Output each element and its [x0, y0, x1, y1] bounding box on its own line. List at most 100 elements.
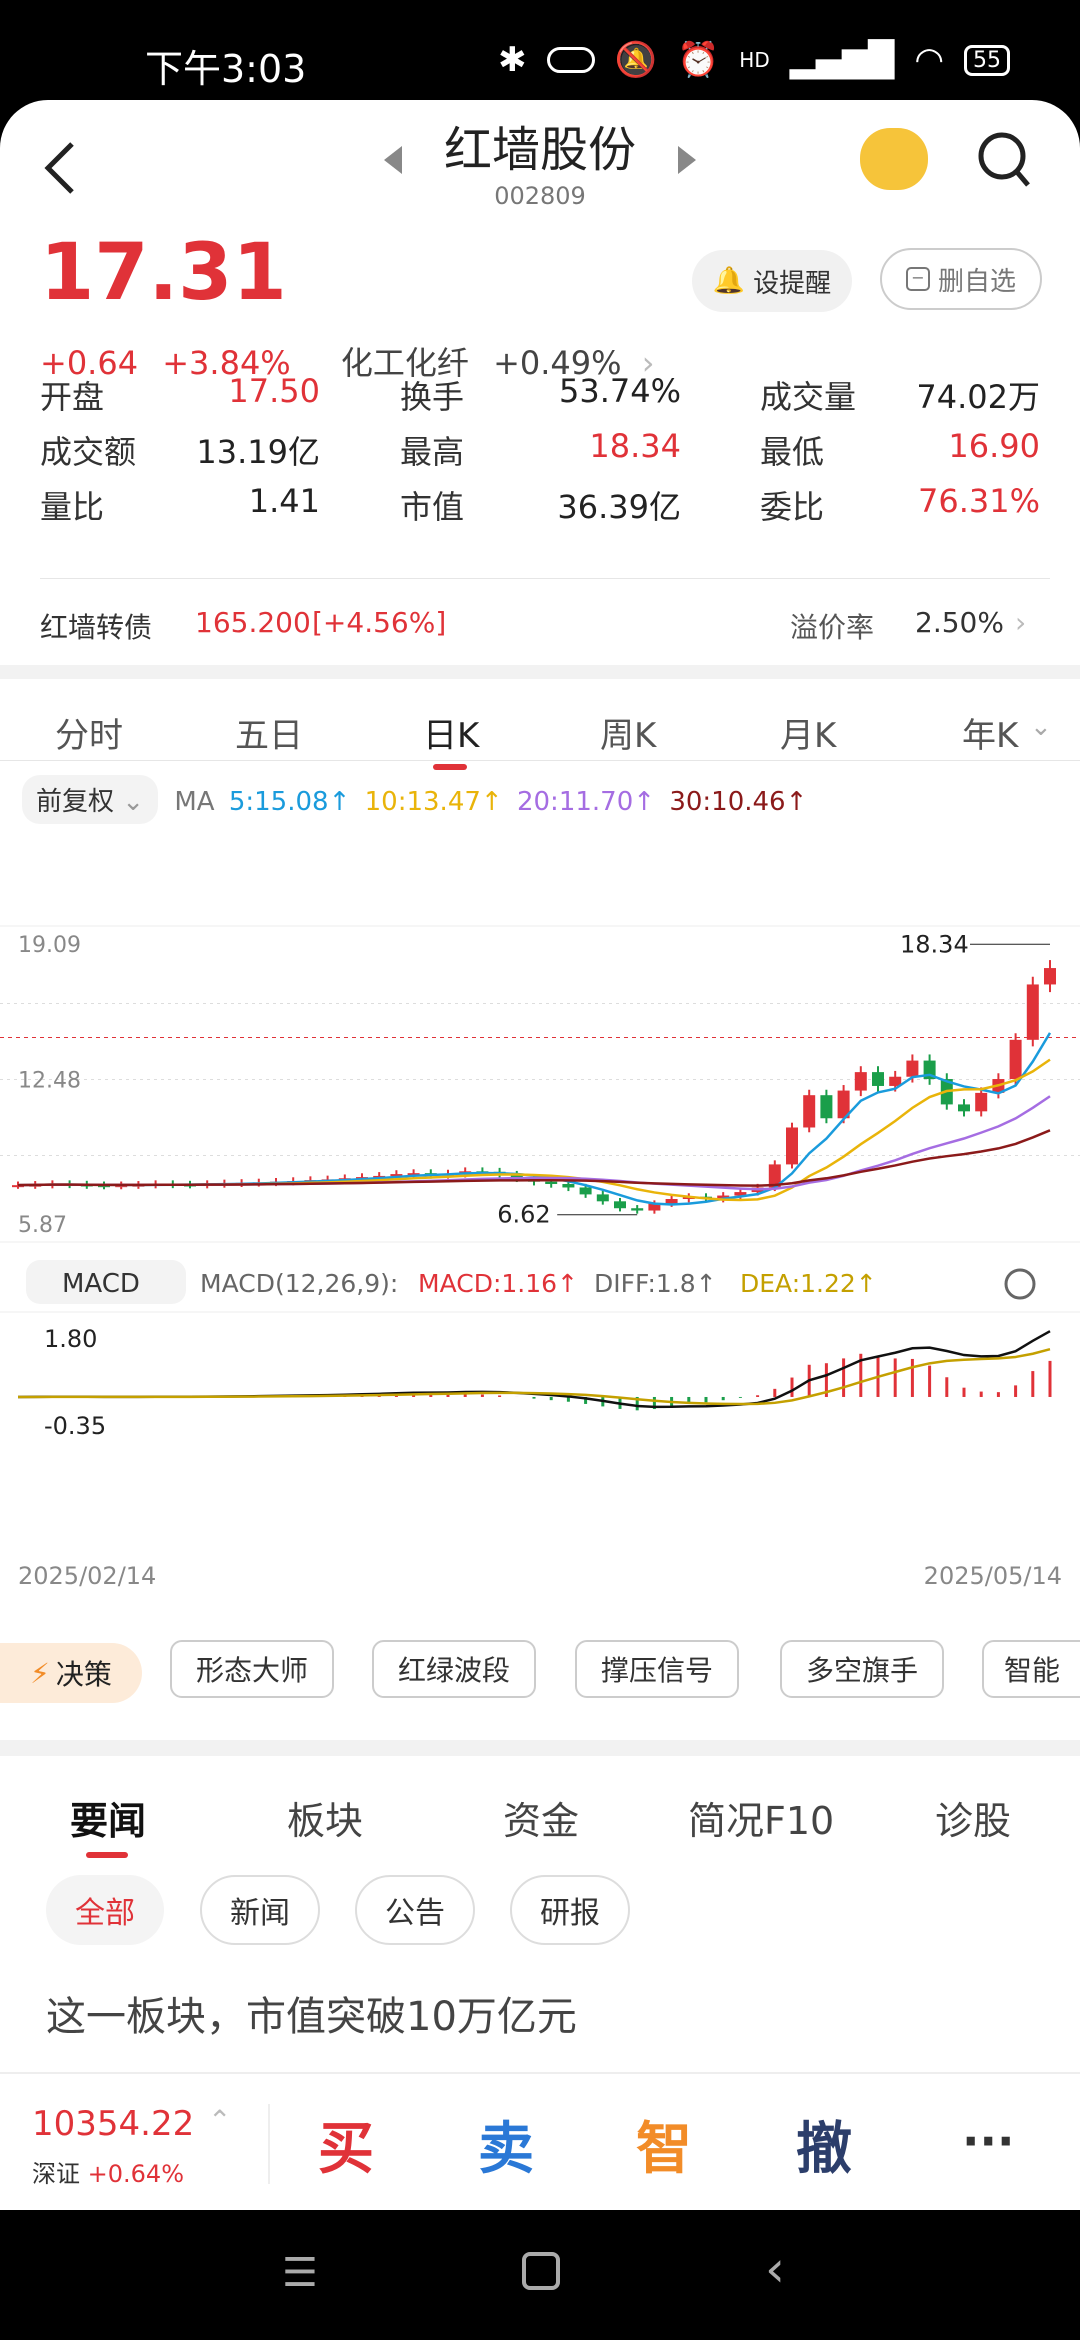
candle	[906, 1060, 919, 1077]
more-button[interactable]: ···	[962, 2114, 1015, 2168]
back-icon[interactable]	[40, 138, 80, 198]
candle	[648, 1203, 661, 1211]
candle	[12, 1185, 24, 1188]
diff-value: DIFF:1.8↑	[594, 1269, 717, 1298]
current-price: 17.31	[40, 228, 287, 318]
tab-intraday[interactable]: 分时	[55, 716, 123, 756]
tab-capital[interactable]: 资金	[503, 1799, 580, 1843]
tab-weekly-k[interactable]: 周K	[600, 716, 657, 756]
stat-value: 17.50	[228, 372, 320, 410]
tool-bull-bear-flag[interactable]: 多空旗手	[780, 1640, 944, 1698]
index-info: 深证 +0.64%	[32, 2154, 252, 2189]
tab-diagnosis[interactable]: 诊股	[935, 1799, 1012, 1843]
bluetooth-icon: ✱	[498, 40, 527, 80]
chevron-down-icon[interactable]: ⌄	[1030, 712, 1052, 742]
tab-daily-k[interactable]: 日K	[423, 716, 480, 756]
candle	[786, 1127, 798, 1165]
macd-value: MACD:1.16↑	[418, 1269, 578, 1298]
candle	[975, 1092, 988, 1112]
divider	[268, 2104, 270, 2184]
ma30-arrow: ↑	[785, 787, 808, 817]
signal-icon: HD	[739, 48, 770, 72]
tool-red-green-wave[interactable]: 红绿波段	[372, 1640, 536, 1698]
low-label: 6.62	[497, 1201, 550, 1229]
filter-label: 全部	[75, 1896, 135, 1931]
back-nav-icon[interactable]: ‹	[765, 2240, 785, 2298]
filter-all[interactable]: 全部	[46, 1875, 164, 1945]
next-stock-icon[interactable]	[678, 146, 696, 174]
tab-five-day[interactable]: 五日	[235, 716, 303, 756]
stat-value: 36.39亿	[557, 488, 681, 526]
remove-watch-button[interactable]: − 删自选	[880, 248, 1042, 310]
active-tab-indicator	[433, 764, 467, 770]
sell-button[interactable]: 卖	[478, 2117, 534, 2182]
set-alert-label: 设提醒	[753, 268, 832, 299]
ma-label: MA	[174, 787, 215, 817]
buy-button[interactable]: 买	[318, 2117, 374, 2182]
dea-value: DEA:1.22↑	[740, 1269, 877, 1298]
mascot-icon[interactable]	[860, 128, 928, 190]
remove-watch-label: 删自选	[937, 266, 1016, 297]
convertible-bond-row[interactable]: 红墙转债 165.200 [+4.56%] 溢价率 2.50% ›	[40, 606, 1050, 646]
candle	[665, 1199, 678, 1204]
home-nav-icon[interactable]	[522, 2252, 560, 2290]
candle	[596, 1194, 609, 1202]
decision-badge[interactable]: ⚡ 决策	[0, 1643, 142, 1703]
bottom-trade-bar: 10354.22 深证 +0.64% ⌃ 买 卖 智 撤 ···	[0, 2072, 1080, 2212]
kline-chart[interactable]: 19.09 12.48 5.87 18.34 6.62 MACD MACD(12,26,9)…	[0, 822, 1080, 1442]
news-item[interactable]: 这一板块，市值突破10万亿元	[46, 1994, 577, 2040]
stat-value: 53.74%	[558, 372, 681, 410]
sector-pct: +0.49%	[493, 344, 622, 382]
smart-button[interactable]: 智	[636, 2117, 692, 2182]
minus-box-icon: −	[905, 267, 930, 291]
tab-monthly-k[interactable]: 月K	[780, 716, 837, 756]
menu-nav-icon[interactable]: ☰	[282, 2250, 318, 2296]
system-nav-bar: ☰ ‹	[0, 2210, 1080, 2340]
search-icon[interactable]	[976, 130, 1032, 190]
ma20-arrow: ↑	[633, 787, 656, 817]
settings-icon[interactable]	[1004, 1268, 1036, 1300]
ma30-value: 30:10.46	[669, 787, 786, 817]
tool-support-pressure[interactable]: 撑压信号	[575, 1640, 739, 1698]
candle	[545, 1181, 558, 1185]
premium-label: 溢价率	[790, 611, 875, 644]
stat-label: 成交额	[40, 433, 137, 471]
candle	[1044, 968, 1056, 985]
stat-value: 13.19亿	[196, 433, 320, 471]
chart-tabs: 分时 五日 日K 周K 月K 年K ⌄	[0, 680, 1080, 790]
candle	[510, 1174, 523, 1179]
tab-yearly-k[interactable]: 年K	[962, 716, 1019, 756]
tool-smart[interactable]: 智能	[982, 1640, 1080, 1698]
macd-selector[interactable]	[26, 1260, 186, 1304]
cancel-order-button[interactable]: 撤	[796, 2117, 852, 2182]
tab-headlines[interactable]: 要闻	[70, 1799, 147, 1843]
candle	[734, 1192, 747, 1196]
index-widget[interactable]: 10354.22 深证 +0.64% ⌃	[32, 2104, 252, 2189]
candle	[631, 1208, 644, 1211]
adjust-dropdown[interactable]: 前复权 ⌄	[22, 775, 159, 824]
set-alert-button[interactable]: 🔔 设提醒	[692, 250, 852, 312]
candle	[407, 1173, 420, 1176]
candle	[854, 1072, 867, 1091]
tool-pattern-master[interactable]: 形态大师	[170, 1640, 334, 1698]
candle	[958, 1104, 970, 1112]
stat-label: 最低	[760, 433, 825, 471]
stat-label: 开盘	[40, 378, 105, 416]
divider	[0, 760, 1080, 761]
tab-f10[interactable]: 简况F10	[688, 1799, 835, 1843]
filter-announcement[interactable]: 公告	[355, 1875, 475, 1945]
tab-sector[interactable]: 板块	[287, 1799, 364, 1843]
filter-news[interactable]: 新闻	[200, 1875, 320, 1945]
filter-research[interactable]: 研报	[510, 1875, 630, 1945]
macd-params: MACD(12,26,9):	[200, 1269, 398, 1298]
candle	[390, 1174, 403, 1177]
sector-link[interactable]: 化工化纤 +0.49% ›	[341, 344, 655, 382]
ma20-value: 20:11.70	[516, 787, 634, 817]
stat-label: 最高	[400, 433, 465, 471]
chevron-down-icon: ⌄	[122, 787, 145, 817]
stock-name: 红墙股份	[443, 122, 636, 178]
stat-label: 量比	[40, 488, 105, 526]
candle	[614, 1201, 626, 1209]
index-value: 10354.22	[32, 2104, 195, 2144]
prev-stock-icon[interactable]	[384, 146, 402, 174]
